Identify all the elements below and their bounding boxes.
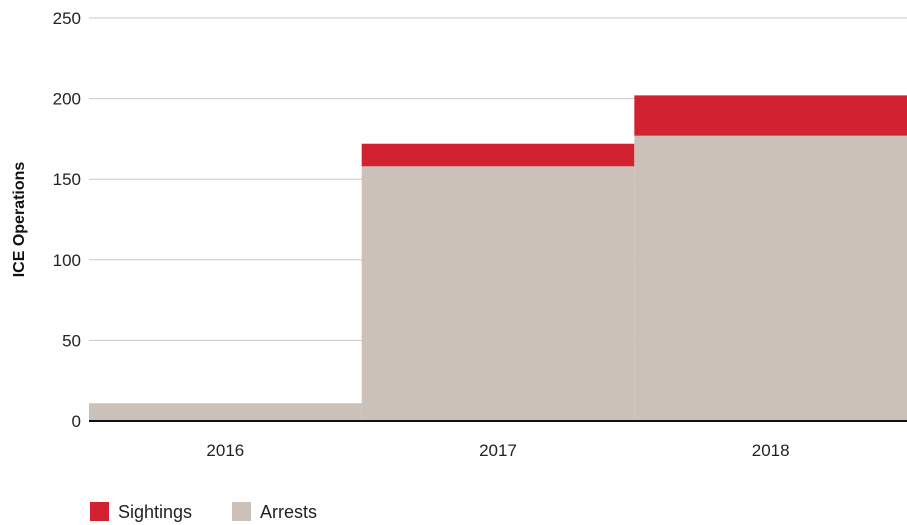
y-tick-label: 50 [62, 331, 81, 350]
y-axis-title: ICE Operations [11, 162, 28, 278]
x-axis-ticks: 2016 2017 2018 [206, 441, 789, 460]
y-axis-ticks: 0 50 100 150 200 250 [53, 9, 81, 431]
x-tick-label: 2017 [479, 441, 517, 460]
arrests-bar-2016 [89, 403, 362, 421]
x-tick-label: 2018 [752, 441, 790, 460]
y-tick-label: 150 [53, 170, 81, 189]
legend-swatch-sightings [90, 502, 109, 521]
arrests-bar-2017 [361, 166, 635, 421]
x-tick-label: 2016 [206, 441, 244, 460]
y-tick-label: 250 [53, 9, 81, 28]
y-tick-label: 100 [53, 251, 81, 270]
sightings-bar-2018 [634, 95, 907, 136]
legend-swatch-arrests [232, 502, 251, 521]
y-tick-label: 0 [72, 412, 81, 431]
legend: Sightings Arrests [90, 502, 317, 522]
legend-label-sightings: Sightings [118, 502, 192, 522]
sightings-bar-2017 [361, 143, 635, 167]
y-tick-label: 200 [53, 90, 81, 109]
legend-label-arrests: Arrests [260, 502, 317, 522]
plot-area [89, 95, 907, 421]
arrests-bar-2018 [634, 135, 907, 421]
